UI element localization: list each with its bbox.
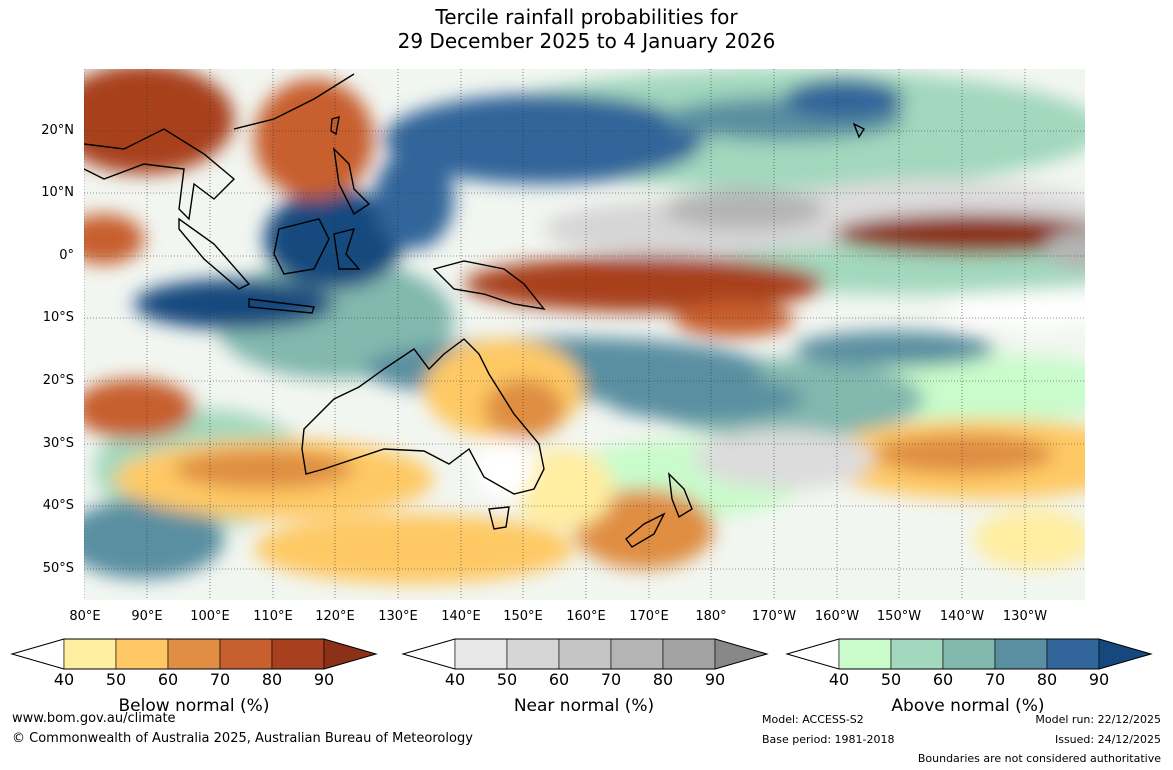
near-tick-50: 50 — [497, 670, 517, 689]
lon-label-90e: 90°E — [131, 609, 162, 624]
above-normal-swatch-60-70 — [943, 639, 995, 669]
near-normal-swatch-80-90 — [663, 639, 715, 669]
lat-label-50s: 50°S — [26, 561, 74, 576]
issued-date: Issued: 24/12/2025 — [1055, 733, 1161, 746]
copyright-text: © Commonwealth of Australia 2025, Austra… — [12, 731, 473, 746]
near-tick-80: 80 — [653, 670, 673, 689]
near-tick-60: 60 — [549, 670, 569, 689]
near-normal-swatch-under-40 — [403, 639, 455, 669]
lat-label-10s: 10°S — [26, 310, 74, 325]
below-normal-swatch-over-90 — [324, 639, 376, 669]
above-tick-60: 60 — [933, 670, 953, 689]
lon-label-170w: 170°W — [752, 609, 796, 624]
website-link[interactable]: www.bom.gov.au/climate — [12, 711, 176, 726]
lat-label-0: 0° — [26, 248, 74, 263]
above-normal-swatch-80-90 — [1047, 639, 1099, 669]
model-run-date: Model run: 22/12/2025 — [1035, 713, 1161, 726]
near-normal-swatch-50-60 — [507, 639, 559, 669]
lon-label-100e: 100°E — [190, 609, 230, 624]
near-tick-90: 90 — [705, 670, 725, 689]
below-normal-swatch-under-40 — [12, 639, 64, 669]
below-tick-70: 70 — [210, 670, 230, 689]
lon-label-110e: 110°E — [253, 609, 293, 624]
lon-label-150e: 150°E — [503, 609, 543, 624]
rainfall-probability-map — [84, 69, 1085, 600]
near-normal-swatch-70-80 — [611, 639, 663, 669]
below-normal-swatch-70-80 — [220, 639, 272, 669]
below-normal-swatch-40-50 — [64, 639, 116, 669]
lat-label-40s: 40°S — [26, 498, 74, 513]
below-normal-swatch-80-90 — [272, 639, 324, 669]
lon-label-160w: 160°W — [815, 609, 859, 624]
lon-label-130w: 130°W — [1003, 609, 1047, 624]
below-tick-80: 80 — [262, 670, 282, 689]
above-tick-70: 70 — [985, 670, 1005, 689]
lon-label-160e: 160°E — [566, 609, 606, 624]
map-title-line2: 29 December 2025 to 4 January 2026 — [0, 29, 1173, 53]
below-tick-90: 90 — [314, 670, 334, 689]
model-name: Model: ACCESS-S2 — [762, 713, 864, 726]
above-normal-swatch-over-90 — [1099, 639, 1151, 669]
lon-label-180: 180° — [695, 609, 726, 624]
below-tick-60: 60 — [158, 670, 178, 689]
map-title-line1: Tercile rainfall probabilities for — [0, 5, 1173, 29]
below-tick-40: 40 — [54, 670, 74, 689]
above-normal-swatch-50-60 — [891, 639, 943, 669]
lon-label-80e: 80°E — [69, 609, 100, 624]
below-normal-swatch-50-60 — [116, 639, 168, 669]
near-normal-swatch-over-90 — [715, 639, 767, 669]
boundaries-disclaimer: Boundaries are not considered authoritat… — [918, 752, 1161, 765]
lon-label-140e: 140°E — [441, 609, 481, 624]
base-period: Base period: 1981-2018 — [762, 733, 894, 746]
lat-label-20s: 20°S — [26, 373, 74, 388]
below-normal-swatch-60-70 — [168, 639, 220, 669]
lon-label-150w: 150°W — [877, 609, 921, 624]
above-tick-90: 90 — [1089, 670, 1109, 689]
above-tick-40: 40 — [829, 670, 849, 689]
lon-label-140w: 140°W — [940, 609, 984, 624]
lon-label-130e: 130°E — [378, 609, 418, 624]
above-normal-colorbar — [785, 636, 1153, 672]
above-normal-legend-title: Above normal (%) — [891, 696, 1044, 716]
near-normal-legend-title: Near normal (%) — [514, 696, 654, 716]
lon-label-120e: 120°E — [315, 609, 355, 624]
lat-label-10n: 10°N — [26, 185, 74, 200]
above-tick-50: 50 — [881, 670, 901, 689]
lat-label-20n: 20°N — [26, 123, 74, 138]
above-normal-swatch-70-80 — [995, 639, 1047, 669]
below-tick-50: 50 — [106, 670, 126, 689]
above-tick-80: 80 — [1037, 670, 1057, 689]
lon-label-170e: 170°E — [629, 609, 669, 624]
near-normal-swatch-60-70 — [559, 639, 611, 669]
lat-label-30s: 30°S — [26, 436, 74, 451]
near-normal-swatch-40-50 — [455, 639, 507, 669]
above-normal-swatch-40-50 — [839, 639, 891, 669]
near-tick-40: 40 — [445, 670, 465, 689]
below-normal-colorbar — [10, 636, 378, 672]
near-normal-colorbar — [401, 636, 769, 672]
above-normal-swatch-under-40 — [787, 639, 839, 669]
near-tick-70: 70 — [601, 670, 621, 689]
